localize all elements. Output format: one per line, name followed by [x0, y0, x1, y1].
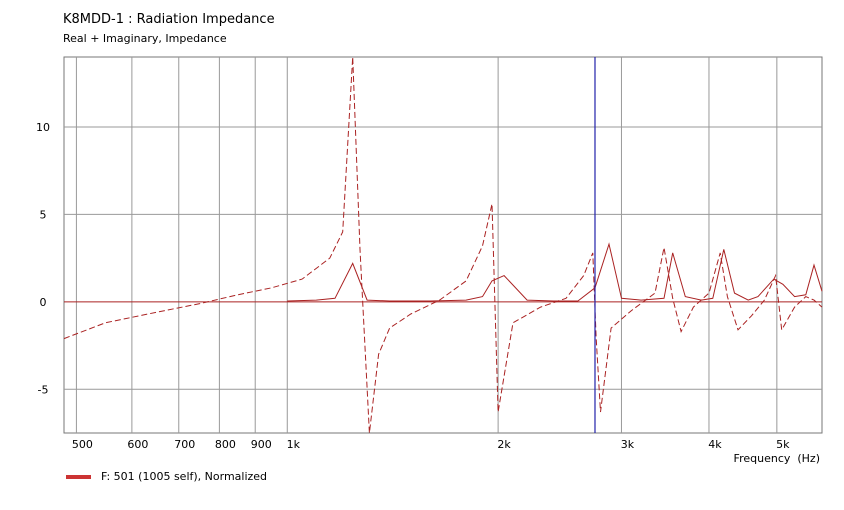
y-tick-label: -5 — [38, 383, 49, 396]
x-axis-label: Frequency (Hz) — [734, 452, 820, 465]
x-tick-label: 3k — [621, 438, 635, 451]
x-tick-label: 800 — [215, 438, 236, 451]
y-tick-label: 5 — [40, 208, 47, 221]
legend-swatch — [66, 474, 91, 479]
x-tick-label: 4k — [708, 438, 722, 451]
legend-label: F: 501 (1005 self), Normalized — [101, 470, 268, 483]
series-layer — [63, 56, 823, 434]
grid-layer — [64, 57, 822, 433]
legend: F: 501 (1005 self), Normalized — [66, 470, 267, 483]
y-tick-label: 0 — [40, 296, 47, 309]
chart-subtitle: Real + Imaginary, Impedance — [63, 32, 227, 45]
tick-layer: 500 600 700 800 900 1k 2k 3k 4k 5k 10 5 0 -5 — [36, 121, 790, 451]
x-tick-label: 700 — [174, 438, 195, 451]
x-tick-label: 2k — [497, 438, 511, 451]
x-tick-label: 500 — [72, 438, 93, 451]
x-tick-label: 1k — [287, 438, 301, 451]
series-line-imaginary — [63, 56, 823, 434]
chart-title: K8MDD-1 : Radiation Impedance — [63, 12, 275, 27]
series-line-real — [287, 242, 823, 302]
x-tick-label: 600 — [127, 438, 148, 451]
x-tick-label: 900 — [251, 438, 272, 451]
y-tick-label: 10 — [36, 121, 50, 134]
plot-area — [63, 56, 823, 434]
x-tick-label: 5k — [776, 438, 790, 451]
